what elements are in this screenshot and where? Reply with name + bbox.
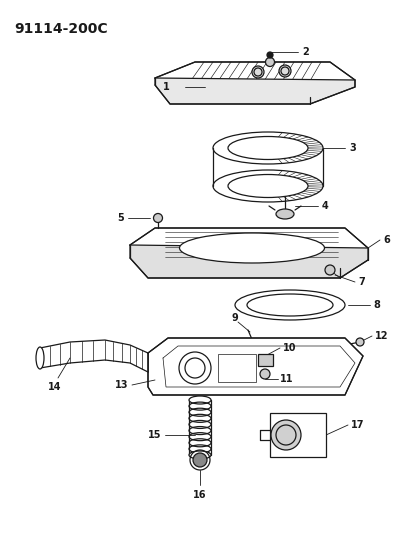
Ellipse shape <box>213 170 323 202</box>
Text: 8: 8 <box>373 300 380 310</box>
Ellipse shape <box>36 347 44 369</box>
Circle shape <box>267 52 273 58</box>
Circle shape <box>266 58 274 67</box>
Text: 1: 1 <box>163 82 170 92</box>
Text: 5: 5 <box>117 213 124 223</box>
Ellipse shape <box>228 136 308 159</box>
Circle shape <box>356 338 364 346</box>
Ellipse shape <box>189 451 211 459</box>
Text: 6: 6 <box>383 235 390 245</box>
Text: 11: 11 <box>280 374 294 384</box>
Text: 2: 2 <box>302 47 309 57</box>
Ellipse shape <box>180 233 325 263</box>
Text: 14: 14 <box>48 382 62 392</box>
Polygon shape <box>130 228 368 268</box>
Text: 17: 17 <box>351 420 364 430</box>
Ellipse shape <box>189 396 211 404</box>
Circle shape <box>325 265 335 275</box>
Text: 13: 13 <box>114 380 128 390</box>
Ellipse shape <box>247 294 333 316</box>
Text: 12: 12 <box>375 331 389 341</box>
Ellipse shape <box>228 174 308 198</box>
Polygon shape <box>155 62 355 97</box>
Circle shape <box>154 214 162 222</box>
Text: 91114-200C: 91114-200C <box>14 22 108 36</box>
Text: 9: 9 <box>231 313 239 323</box>
Ellipse shape <box>213 132 323 164</box>
Bar <box>258 354 273 366</box>
Circle shape <box>279 65 291 77</box>
Polygon shape <box>155 78 355 104</box>
Ellipse shape <box>235 290 345 320</box>
Circle shape <box>193 453 207 467</box>
Text: 16: 16 <box>193 490 207 500</box>
Bar <box>218 354 256 382</box>
Circle shape <box>271 420 301 450</box>
Circle shape <box>260 369 270 379</box>
Text: 4: 4 <box>322 201 329 211</box>
Polygon shape <box>130 245 368 278</box>
Polygon shape <box>148 338 363 395</box>
Text: 15: 15 <box>147 430 161 440</box>
Text: 3: 3 <box>349 143 356 153</box>
Ellipse shape <box>276 209 294 219</box>
Bar <box>270 413 326 457</box>
Text: 7: 7 <box>358 277 365 287</box>
Text: 10: 10 <box>283 343 296 353</box>
Circle shape <box>252 66 264 78</box>
